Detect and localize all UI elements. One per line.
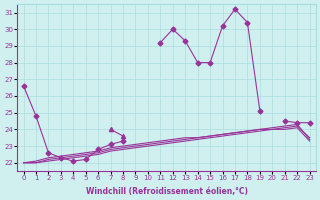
- X-axis label: Windchill (Refroidissement éolien,°C): Windchill (Refroidissement éolien,°C): [85, 187, 248, 196]
